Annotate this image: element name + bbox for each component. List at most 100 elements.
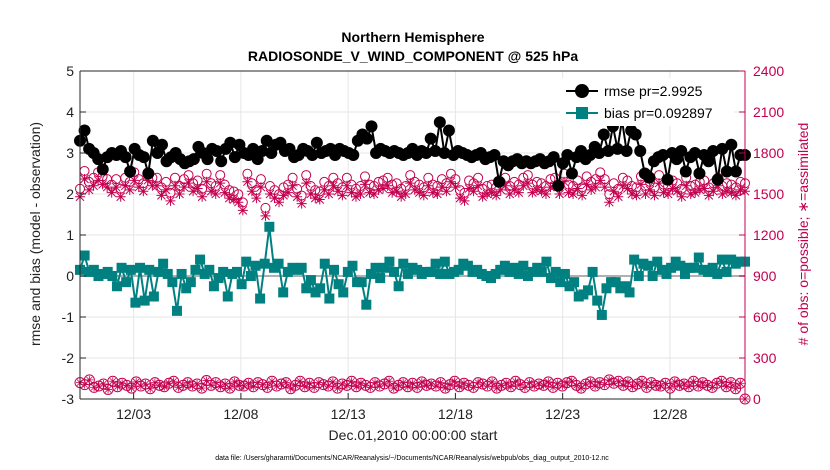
- rmse-point: [720, 165, 733, 178]
- obs-assimilated-point: [685, 181, 696, 199]
- obs-assimilated-point: [237, 197, 248, 216]
- y-axis-label-right: # of obs: o=possible; ∗=assimilated: [795, 123, 811, 346]
- chart-subtitle: RADIOSONDE_V_WIND_COMPONENT @ 525 hPa: [248, 48, 578, 64]
- obs-assimilated-point: [531, 176, 542, 195]
- bias-point: [255, 293, 266, 304]
- rmse-point: [155, 138, 168, 151]
- bias-point: [171, 305, 182, 316]
- obs-assimilated-point: [301, 170, 312, 189]
- obs-possible-point: [383, 375, 395, 387]
- legend-box: [560, 78, 734, 126]
- rmse-point: [365, 120, 378, 133]
- rmse-point: [716, 142, 729, 155]
- x-tick-label: 12/13: [331, 406, 366, 422]
- bias-point: [135, 262, 146, 273]
- y-axis-label-left: rmse and bias (model - observation): [27, 122, 43, 346]
- y-right-tick-label: 1200: [753, 227, 784, 243]
- bias-point: [232, 266, 243, 277]
- x-tick-label: 12/03: [116, 406, 151, 422]
- rmse-point: [137, 151, 150, 164]
- bias-point: [125, 264, 136, 275]
- y-right-tick-label: 1500: [753, 186, 784, 202]
- y-left-tick-label: 3: [66, 145, 74, 161]
- bias-point: [148, 291, 159, 302]
- rmse-point: [661, 173, 674, 186]
- bias-point: [250, 260, 261, 271]
- bias-point: [707, 262, 718, 273]
- bias-point: [204, 264, 215, 275]
- bias-point: [116, 262, 127, 273]
- rmse-point: [561, 149, 574, 162]
- bias-point: [675, 260, 686, 271]
- rmse-point: [675, 144, 688, 157]
- bias-point: [264, 221, 275, 232]
- obs-assimilated-point: [599, 174, 610, 193]
- rmse-point: [711, 173, 724, 186]
- bias-point: [712, 268, 723, 279]
- bias-point: [402, 268, 413, 279]
- rmse-point: [433, 116, 446, 129]
- rmse-point: [260, 134, 273, 147]
- bias-point: [619, 281, 630, 292]
- bias-point: [550, 266, 561, 277]
- bias-point: [347, 260, 358, 271]
- rmse-point: [96, 163, 109, 176]
- rmse-point: [702, 155, 715, 168]
- rmse-point: [92, 153, 105, 166]
- rmse-point: [306, 149, 319, 162]
- obs-assimilated-point: [450, 174, 461, 193]
- bias-point: [582, 285, 593, 296]
- bias-point: [273, 258, 284, 269]
- y-left-tick-label: -3: [62, 391, 75, 407]
- bias-point: [559, 268, 570, 279]
- legend-bias-marker: [576, 107, 588, 119]
- rmse-point: [201, 153, 214, 166]
- y-right-tick-label: 2400: [753, 63, 784, 79]
- rmse-point: [228, 151, 241, 164]
- legend-bias-label: bias pr=0.092897: [604, 105, 713, 121]
- rmse-point: [224, 136, 237, 149]
- bias-point: [393, 281, 404, 292]
- bias-point: [158, 258, 169, 269]
- bias-point: [430, 258, 441, 269]
- bias-point: [610, 277, 621, 288]
- legend-rmse-label: rmse pr=2.9925: [604, 83, 703, 99]
- bias-point: [111, 281, 122, 292]
- y-left-tick-label: -2: [62, 350, 75, 366]
- rmse-point: [187, 153, 200, 166]
- rmse-point: [693, 167, 706, 180]
- chart-title: Northern Hemisphere: [341, 29, 484, 45]
- rmse-point: [142, 167, 155, 180]
- bias-point: [384, 256, 395, 267]
- rmse-point: [429, 144, 442, 157]
- bias-point: [315, 283, 326, 294]
- bias-point: [121, 277, 132, 288]
- rmse-point: [547, 151, 560, 164]
- bias-point: [541, 256, 552, 267]
- rmse-point: [347, 149, 360, 162]
- bias-point: [324, 293, 335, 304]
- rmse-point: [424, 132, 437, 145]
- y-right-tick-label: 2100: [753, 104, 784, 120]
- rmse-point: [597, 128, 610, 141]
- bias-point: [398, 258, 409, 269]
- obs-assimilated-point: [364, 179, 375, 198]
- rmse-point: [729, 165, 742, 178]
- bias-point: [679, 268, 690, 279]
- x-axis-label: Dec.01,2010 00:00:00 start: [329, 427, 498, 443]
- bias-point: [513, 268, 524, 279]
- bias-point: [666, 262, 677, 273]
- bias-point: [518, 260, 529, 271]
- bias-point: [167, 277, 178, 288]
- y-right-tick-label: 300: [753, 350, 777, 366]
- obs-assimilated-point: [296, 190, 307, 209]
- bias-point: [195, 254, 206, 265]
- bias-point: [435, 268, 446, 279]
- legend-rmse-marker: [575, 84, 589, 98]
- obs-assimilated-point: [260, 202, 271, 221]
- bias-point: [296, 262, 307, 273]
- bias-point: [107, 271, 118, 281]
- bias-point: [555, 277, 566, 288]
- obs-assimilated-point: [545, 174, 556, 193]
